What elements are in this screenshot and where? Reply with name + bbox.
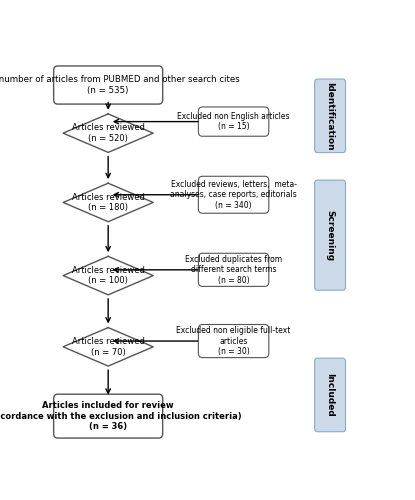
Text: Screening: Screening: [326, 210, 334, 260]
Polygon shape: [63, 256, 153, 295]
Text: Articles reviewed
(n = 100): Articles reviewed (n = 100): [72, 266, 144, 285]
FancyBboxPatch shape: [54, 66, 163, 104]
Polygon shape: [63, 328, 153, 366]
FancyBboxPatch shape: [315, 79, 346, 152]
Text: Articles reviewed
(n = 180): Articles reviewed (n = 180): [72, 192, 144, 212]
Text: Excluded non eligible full-text
articles
(n = 30): Excluded non eligible full-text articles…: [176, 326, 291, 356]
Text: Articles reviewed
(n = 520): Articles reviewed (n = 520): [72, 124, 144, 143]
Text: Articles reviewed
(n = 70): Articles reviewed (n = 70): [72, 337, 144, 356]
Text: Included: Included: [326, 373, 334, 417]
FancyBboxPatch shape: [198, 107, 269, 136]
FancyBboxPatch shape: [315, 180, 346, 290]
Text: Total number of articles from PUBMED and other search cites
(n = 535): Total number of articles from PUBMED and…: [0, 76, 240, 94]
FancyBboxPatch shape: [54, 394, 163, 438]
FancyBboxPatch shape: [198, 254, 269, 286]
Text: Articles included for review
(in accordance with the exclusion and inclusion cri: Articles included for review (in accorda…: [0, 401, 242, 431]
Text: Identification: Identification: [326, 82, 334, 150]
Polygon shape: [63, 183, 153, 222]
FancyBboxPatch shape: [198, 176, 269, 213]
Polygon shape: [63, 114, 153, 152]
FancyBboxPatch shape: [315, 358, 346, 432]
Text: Excluded duplicates from
different search terms
(n = 80): Excluded duplicates from different searc…: [185, 255, 282, 284]
FancyBboxPatch shape: [198, 324, 269, 358]
Text: Excluded reviews, letters,  meta-
analyses, case reports, editorials
(n = 340): Excluded reviews, letters, meta- analyse…: [170, 180, 297, 210]
Text: Excluded non English articles
(n = 15): Excluded non English articles (n = 15): [177, 112, 290, 132]
